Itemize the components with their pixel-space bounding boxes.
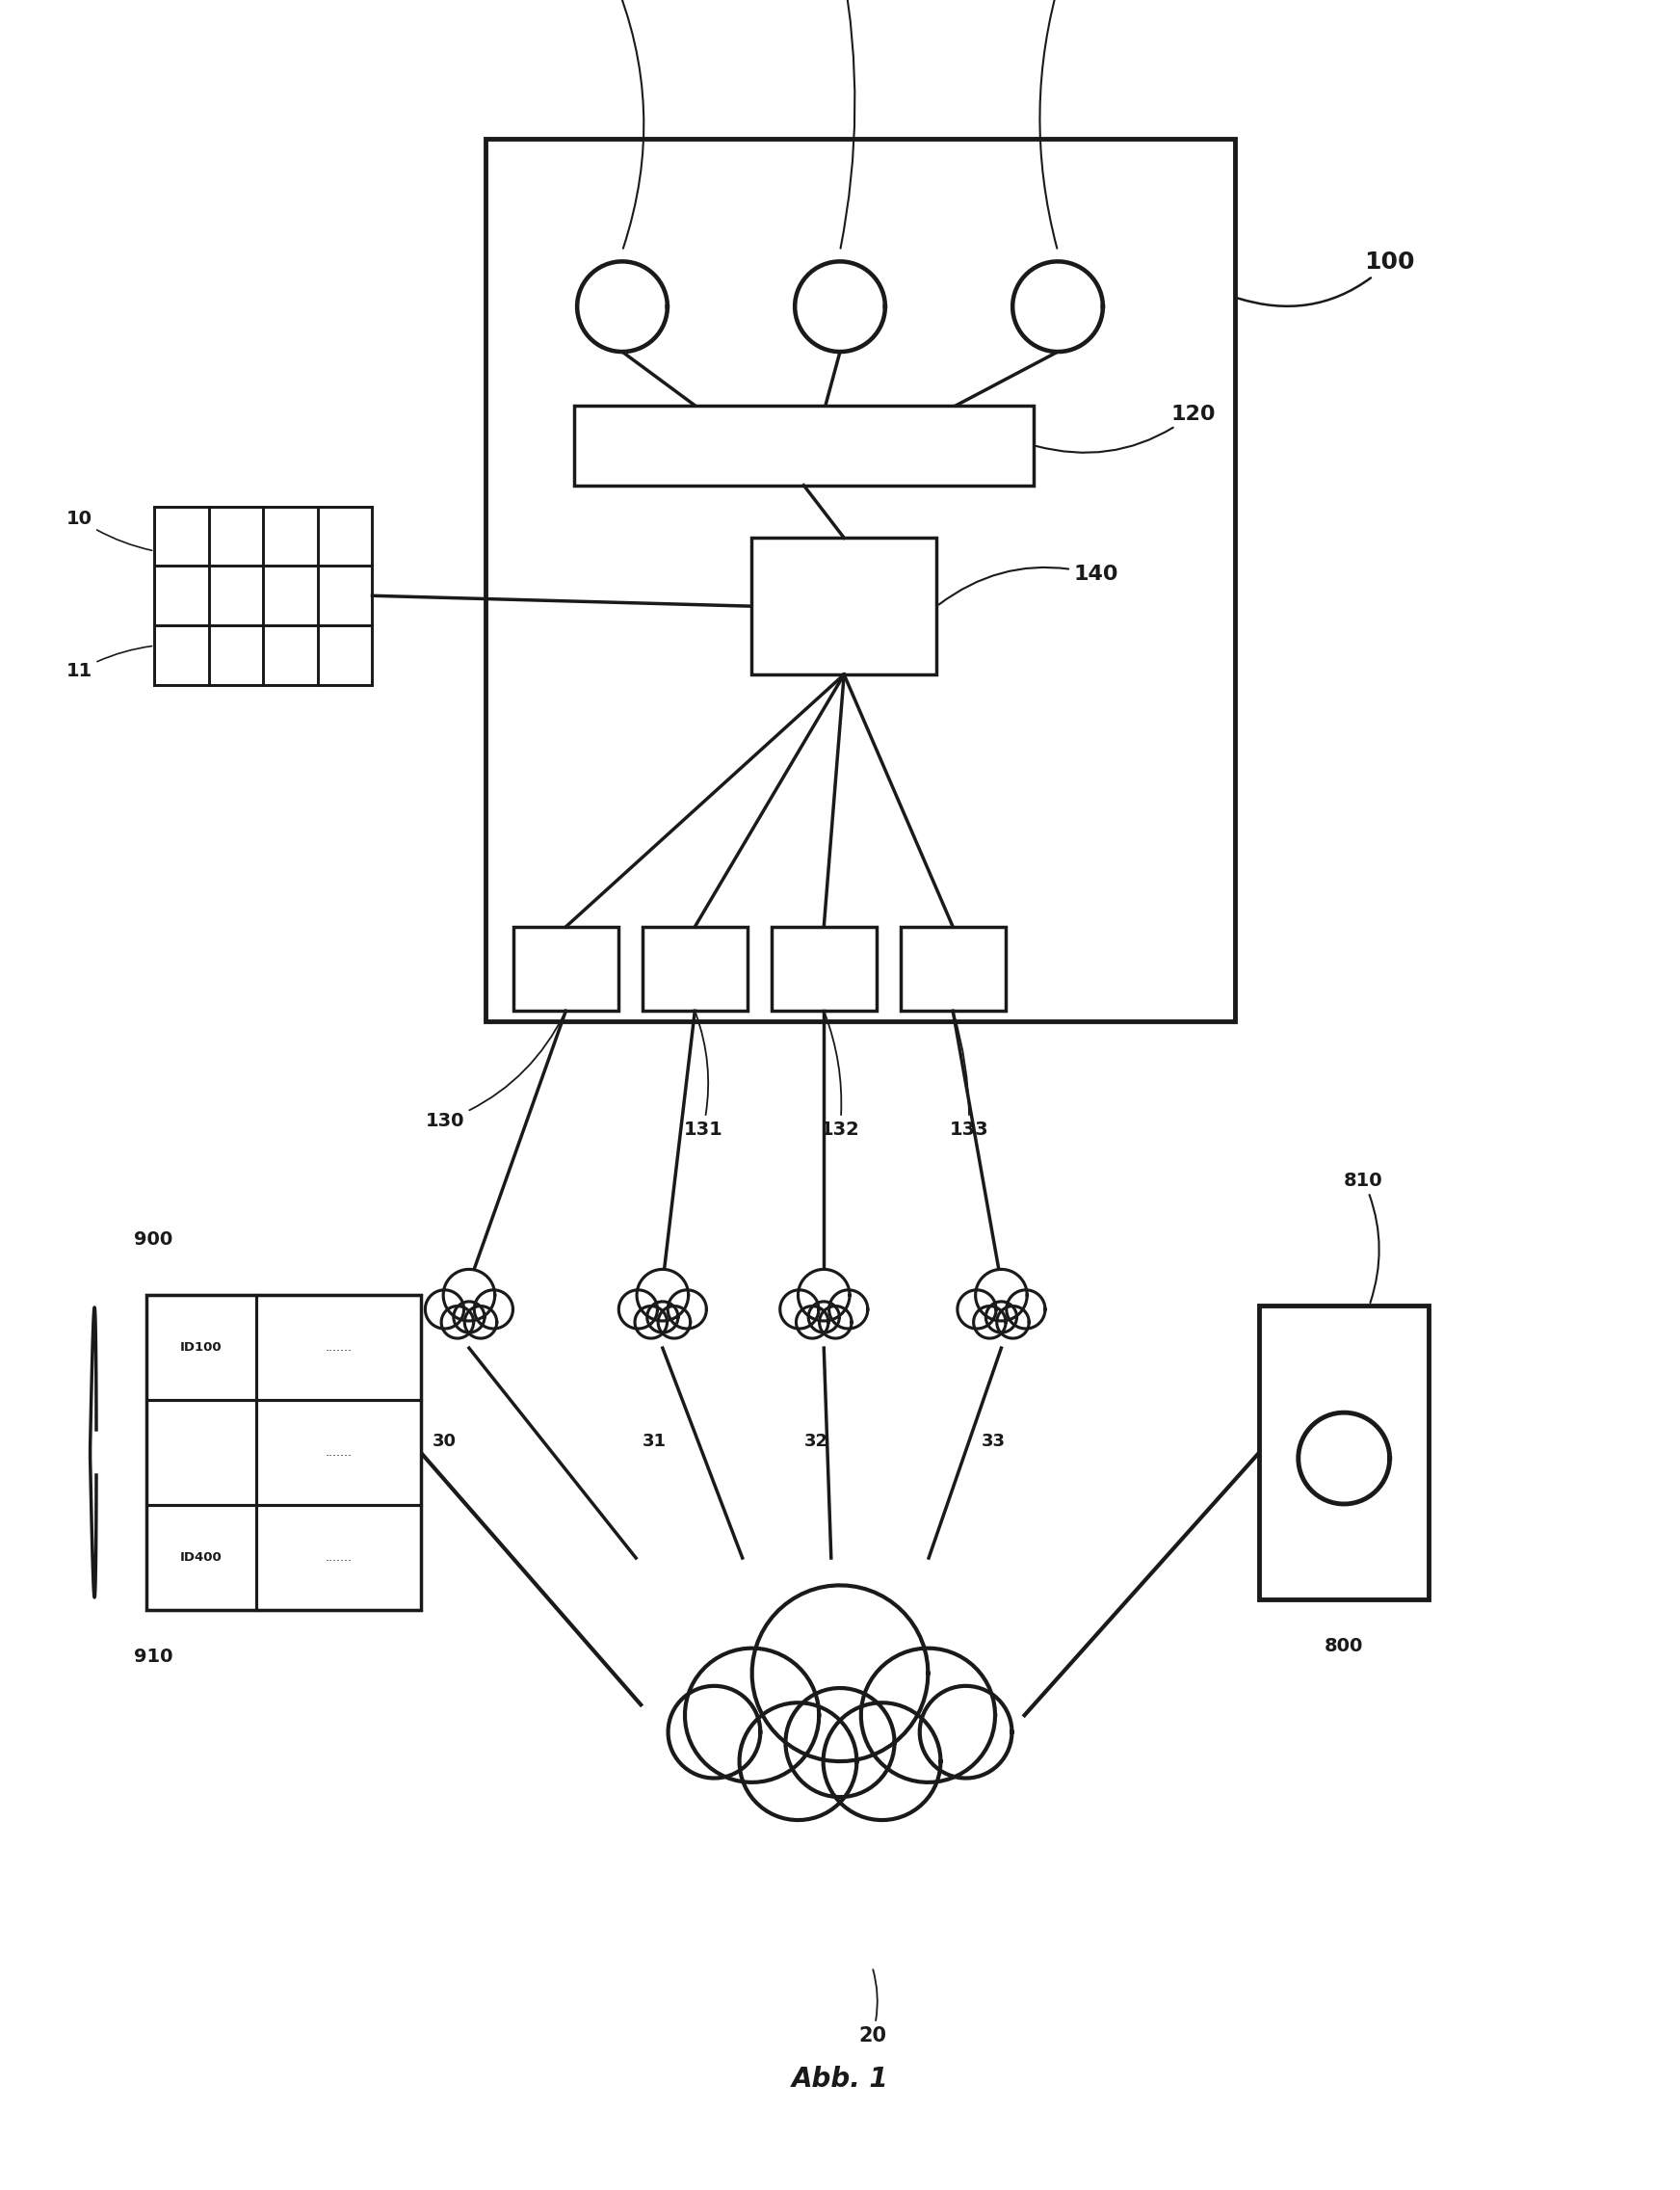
Polygon shape [637,1270,689,1321]
Polygon shape [974,1305,1006,1338]
Text: 31: 31 [642,1432,667,1450]
Bar [1260,1305,1428,1599]
Polygon shape [647,1301,679,1332]
Text: 131: 131 [684,1014,722,1139]
Text: 110: 110 [583,0,643,247]
Text: 120: 120 [1037,405,1215,453]
Text: 133: 133 [949,1014,988,1139]
Polygon shape [1006,1290,1045,1329]
Text: 32: 32 [803,1432,828,1450]
Polygon shape [578,261,667,353]
Bar [771,926,877,1012]
Polygon shape [1013,261,1102,353]
Text: 800: 800 [1324,1638,1364,1656]
Text: 10: 10 [66,510,151,550]
Polygon shape [823,1702,941,1820]
Polygon shape [795,261,885,353]
Polygon shape [828,1290,869,1329]
Bar [514,926,618,1012]
Polygon shape [820,1305,852,1338]
Text: 11: 11 [66,646,151,679]
Text: 130: 130 [425,1014,564,1130]
Bar [575,405,1033,486]
Text: 810: 810 [1344,1172,1383,1303]
Polygon shape [635,1305,667,1338]
Text: 30: 30 [433,1432,457,1450]
Polygon shape [425,1290,464,1329]
Text: 112: 112 [1040,0,1089,247]
Bar [642,926,748,1012]
Polygon shape [862,1649,995,1783]
Text: 33: 33 [981,1432,1005,1450]
Polygon shape [685,1649,820,1783]
Bar [751,539,937,675]
Polygon shape [444,1270,496,1321]
Polygon shape [786,1688,894,1798]
Polygon shape [474,1290,512,1329]
Bar [900,926,1005,1012]
Polygon shape [669,1686,761,1778]
Text: .......: ....... [324,1445,351,1459]
Text: 111: 111 [818,0,862,247]
Polygon shape [798,1270,850,1321]
Polygon shape [986,1301,1016,1332]
Polygon shape [618,1290,657,1329]
Bar [146,1294,420,1610]
Text: 100: 100 [1238,250,1415,307]
Polygon shape [780,1290,818,1329]
Polygon shape [958,1290,996,1329]
Polygon shape [465,1305,497,1338]
Text: 132: 132 [820,1014,860,1139]
Polygon shape [659,1305,690,1338]
Text: ID100: ID100 [180,1340,222,1353]
Bar [486,138,1235,1021]
Text: 900: 900 [134,1231,173,1248]
Polygon shape [739,1702,857,1820]
Text: .......: ....... [324,1340,351,1353]
Polygon shape [454,1301,484,1332]
Text: 20: 20 [858,1969,887,2045]
Text: Abb. 1: Abb. 1 [791,2065,889,2091]
Polygon shape [996,1305,1030,1338]
Text: ID400: ID400 [180,1551,222,1564]
Polygon shape [919,1686,1011,1778]
Polygon shape [667,1290,707,1329]
Polygon shape [796,1305,828,1338]
Text: 140: 140 [939,565,1119,604]
Polygon shape [1299,1413,1389,1505]
Polygon shape [442,1305,474,1338]
Text: 910: 910 [134,1647,173,1667]
Text: .......: ....... [324,1551,351,1564]
Polygon shape [808,1301,840,1332]
Polygon shape [976,1270,1026,1321]
Polygon shape [753,1586,927,1761]
